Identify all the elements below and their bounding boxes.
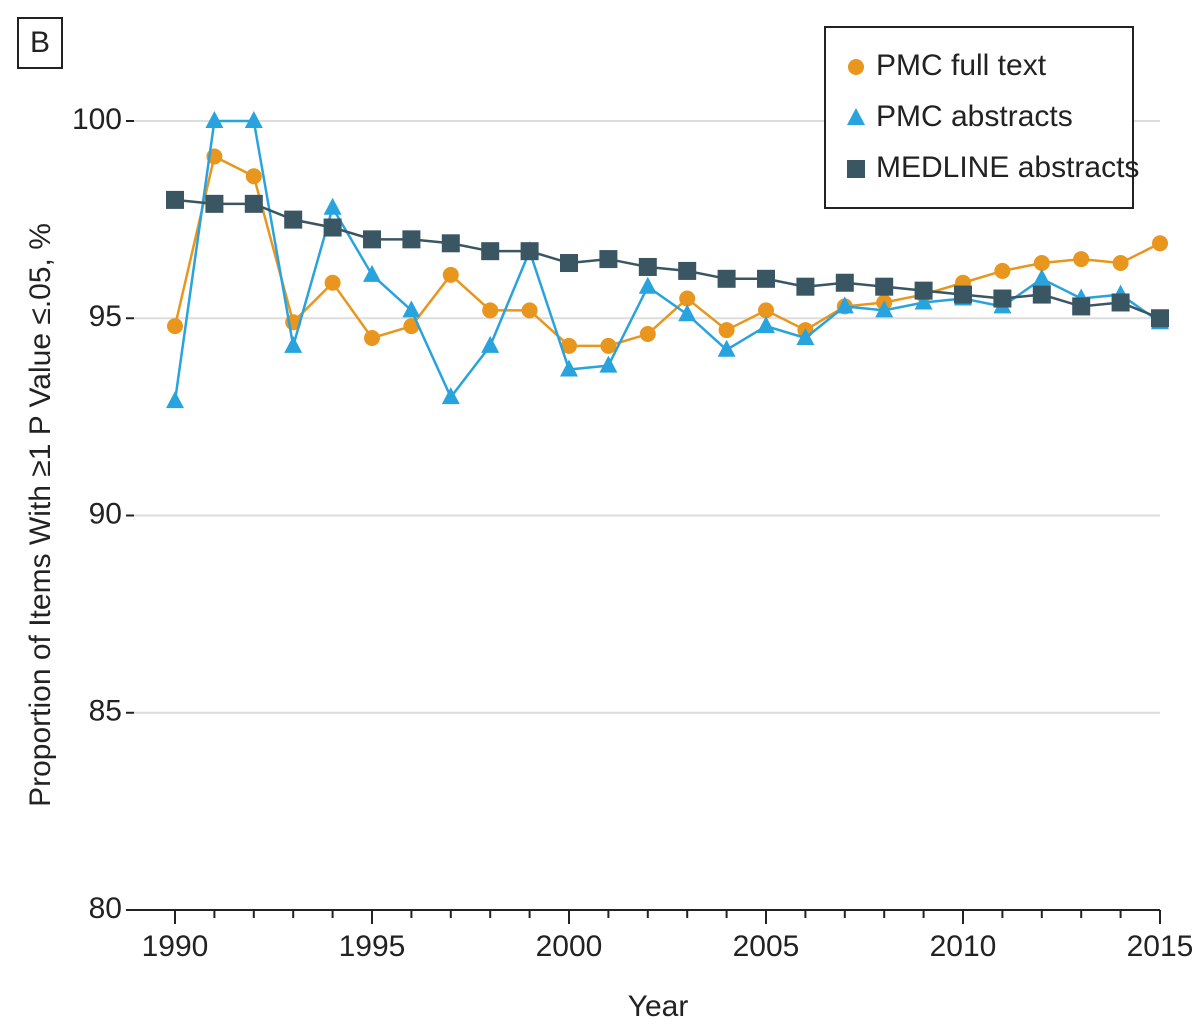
marker — [954, 286, 972, 304]
marker — [718, 340, 736, 357]
y-axis-label: Proportion of Items With ≥1 P Value ≤.05… — [24, 223, 57, 807]
marker — [481, 336, 499, 353]
x-axis-label: Year — [628, 990, 689, 1023]
marker — [245, 111, 263, 128]
x-tick-label: 2005 — [733, 930, 800, 963]
legend-marker — [847, 160, 865, 178]
marker — [560, 254, 578, 272]
marker — [1113, 255, 1129, 271]
marker — [679, 291, 695, 307]
x-tick-label: 2000 — [536, 930, 603, 963]
x-tick-label: 1995 — [339, 930, 406, 963]
marker — [1073, 251, 1089, 267]
marker — [402, 230, 420, 248]
marker — [599, 250, 617, 268]
marker — [1033, 269, 1051, 286]
legend-marker — [848, 59, 864, 75]
marker — [284, 336, 302, 353]
marker — [678, 304, 696, 321]
panel-label: B — [30, 26, 50, 59]
legend-label: PMC full text — [876, 49, 1047, 82]
marker — [719, 322, 735, 338]
marker — [205, 195, 223, 213]
marker — [758, 302, 774, 318]
marker — [640, 326, 656, 342]
marker — [1151, 309, 1169, 327]
marker — [836, 274, 854, 292]
marker — [482, 302, 498, 318]
marker — [364, 330, 380, 346]
marker — [363, 265, 381, 282]
marker — [994, 263, 1010, 279]
marker — [324, 198, 342, 215]
marker — [324, 219, 342, 237]
marker — [205, 111, 223, 128]
marker — [402, 300, 420, 317]
marker — [1034, 255, 1050, 271]
marker — [678, 262, 696, 280]
marker — [522, 302, 538, 318]
y-tick-label: 80 — [89, 892, 122, 925]
marker — [796, 278, 814, 296]
marker — [639, 258, 657, 276]
y-tick-label: 85 — [89, 695, 122, 728]
marker — [284, 211, 302, 229]
legend-label: PMC abstracts — [876, 100, 1073, 133]
marker — [363, 230, 381, 248]
marker — [245, 195, 263, 213]
x-tick-label: 1990 — [142, 930, 209, 963]
marker — [481, 242, 499, 260]
y-tick-label: 90 — [89, 497, 122, 530]
marker — [325, 275, 341, 291]
marker — [599, 356, 617, 373]
marker — [166, 391, 184, 408]
marker — [443, 267, 459, 283]
marker — [875, 278, 893, 296]
marker — [1112, 293, 1130, 311]
legend-label: MEDLINE abstracts — [876, 151, 1139, 184]
marker — [915, 282, 933, 300]
marker — [246, 168, 262, 184]
marker — [166, 191, 184, 209]
marker — [1072, 297, 1090, 315]
legend: PMC full text PMC abstracts MEDLINE abstra… — [825, 27, 1139, 208]
chart: B Year Proportion of Items With ≥1 P Val… — [0, 0, 1199, 1027]
marker — [442, 234, 460, 252]
marker — [757, 270, 775, 288]
x-tick-label: 2010 — [930, 930, 997, 963]
marker — [993, 290, 1011, 308]
y-tick-label: 100 — [72, 103, 122, 136]
x-tick-label: 2015 — [1127, 930, 1194, 963]
marker — [639, 277, 657, 294]
marker — [167, 318, 183, 334]
marker — [600, 338, 616, 354]
marker — [1152, 235, 1168, 251]
y-tick-label: 95 — [89, 300, 122, 333]
marker — [521, 242, 539, 260]
marker — [1033, 286, 1051, 304]
marker — [718, 270, 736, 288]
